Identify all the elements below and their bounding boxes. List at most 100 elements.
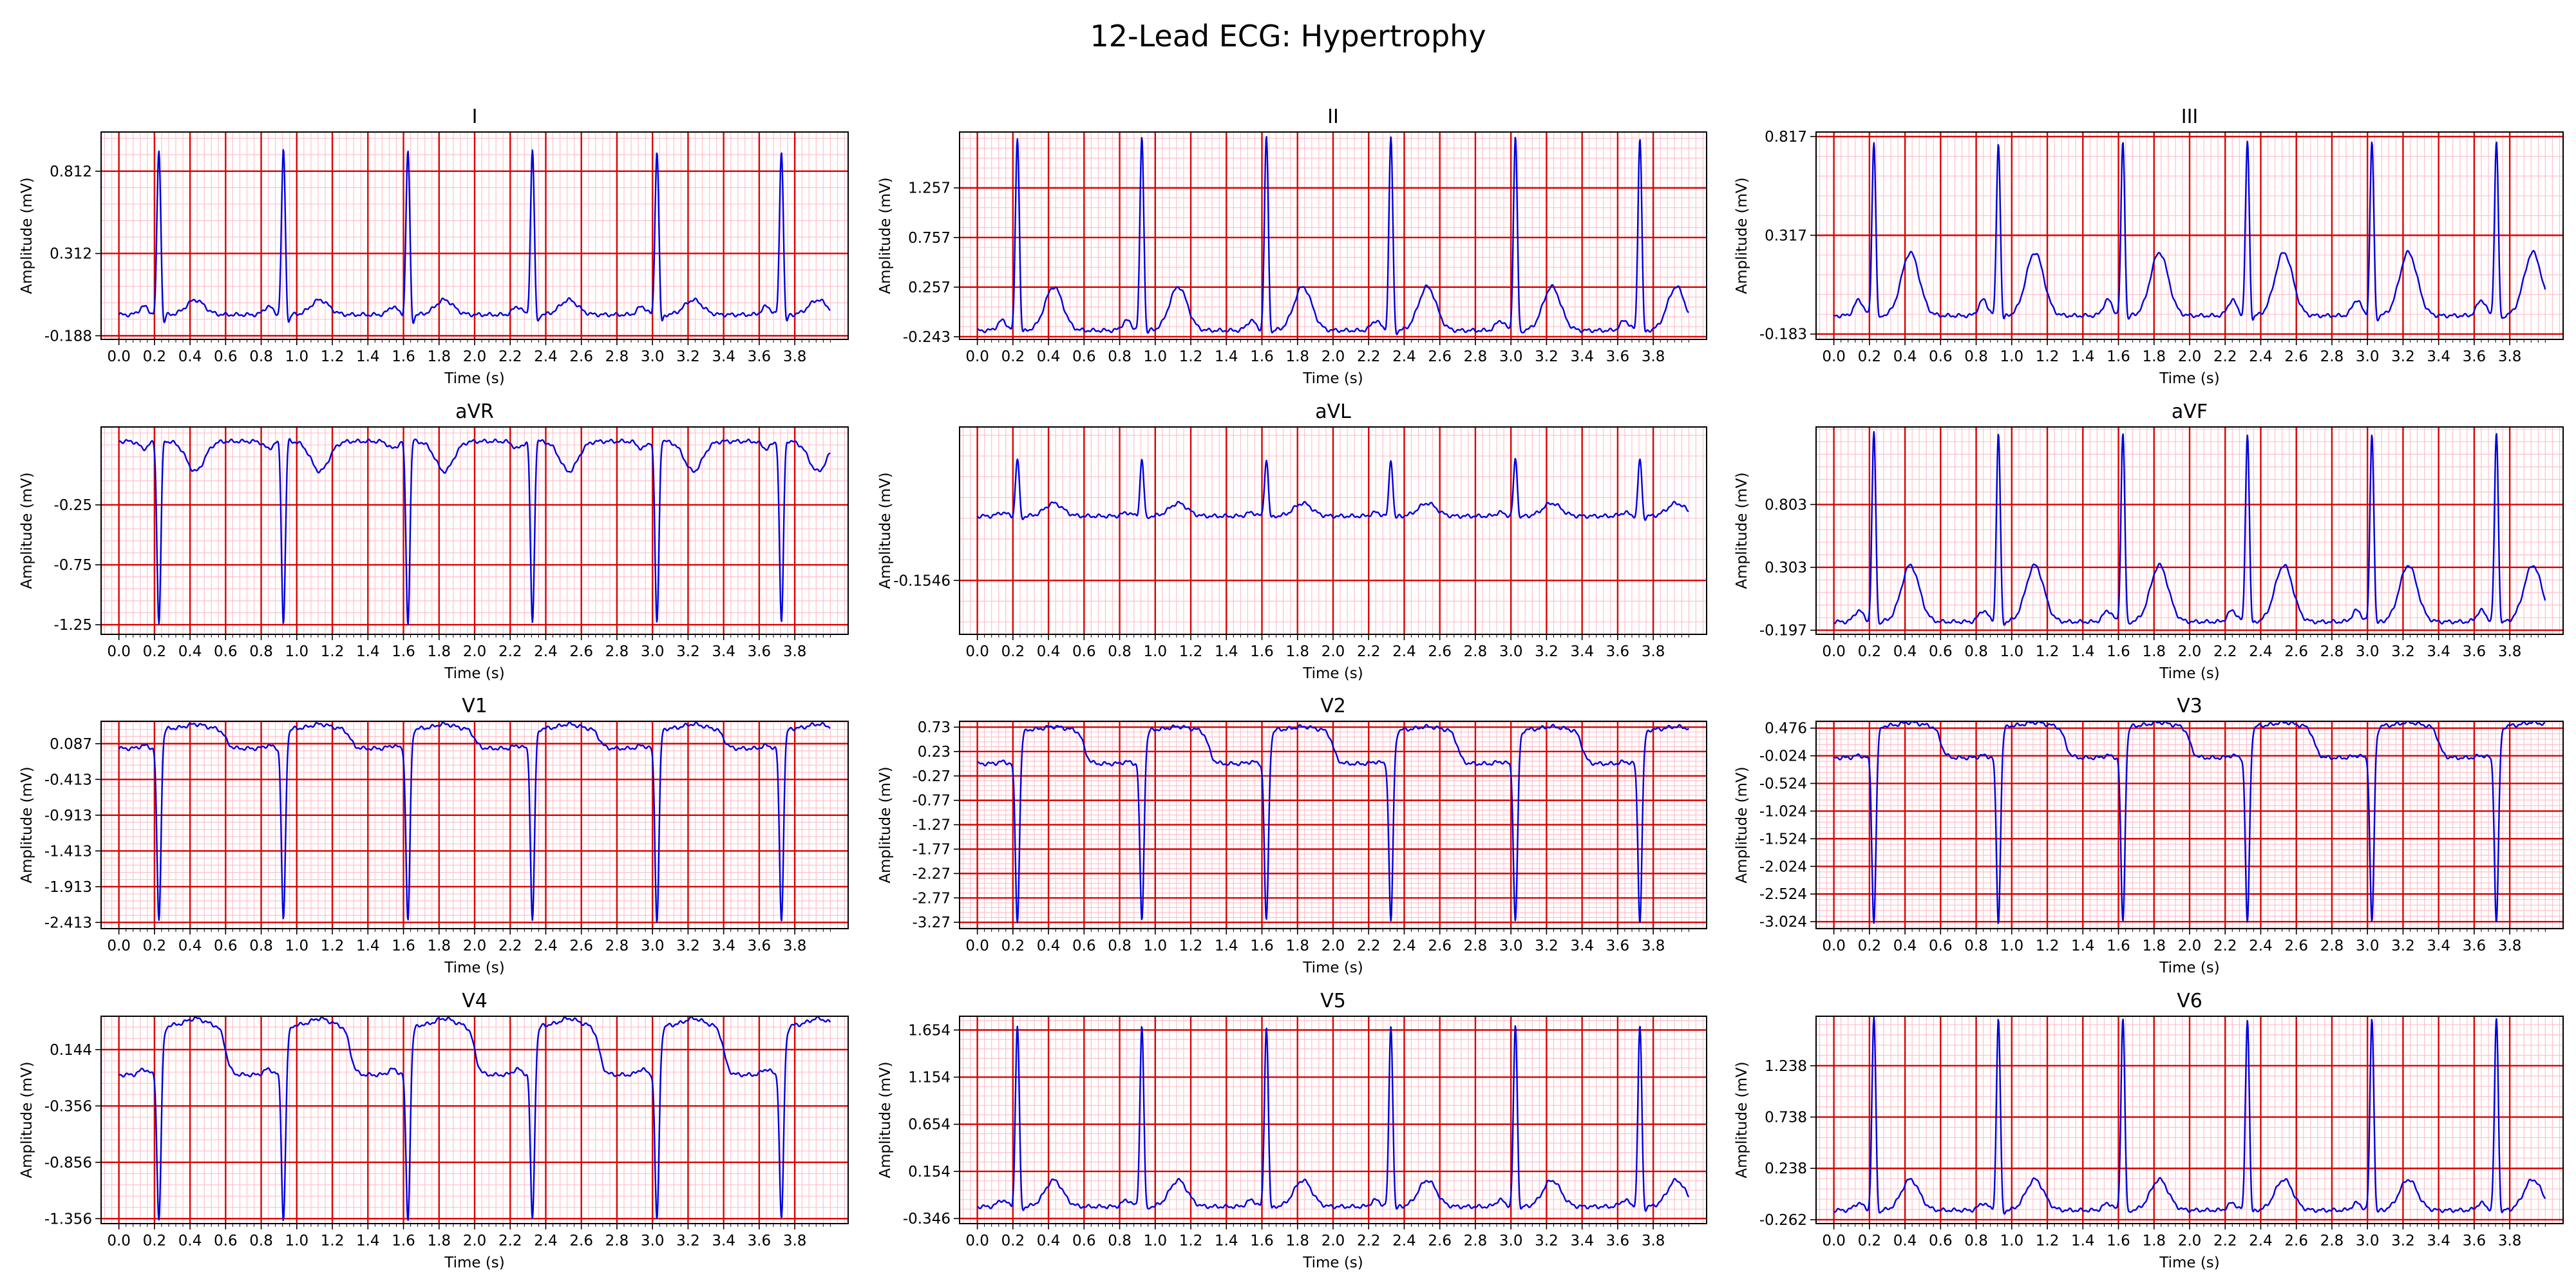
x-tick-label: 3.0 (1499, 643, 1523, 660)
y-tick-label: -0.77 (912, 793, 951, 810)
y-tick-label: -0.243 (903, 329, 951, 346)
y-axis-label: Amplitude (mV) (877, 766, 894, 883)
ecg-grid (101, 721, 848, 929)
x-axis-label: Time (s) (1302, 960, 1363, 976)
y-tick-label: -0.856 (44, 1155, 92, 1171)
x-tick-label: 2.0 (463, 643, 487, 660)
x-tick-label: 1.0 (2000, 938, 2024, 954)
x-tick-label: 0.4 (1893, 348, 1917, 365)
y-axis-label: Amplitude (mV) (1734, 177, 1750, 294)
x-tick-label: 1.0 (1144, 1233, 1168, 1249)
x-tick-label: 1.8 (1285, 938, 1309, 954)
x-tick-label: 2.6 (2284, 348, 2308, 365)
x-tick-label: 0.2 (1001, 643, 1025, 660)
y-tick-label: 1.654 (908, 1022, 951, 1039)
x-tick-label: 2.2 (1357, 348, 1381, 365)
x-tick-label: 1.8 (427, 643, 451, 660)
x-tick-label: 0.2 (1858, 643, 1882, 660)
x-tick-label: 0.0 (107, 348, 131, 365)
x-tick-label: 3.2 (1535, 938, 1558, 954)
x-tick-label: 1.8 (1285, 1233, 1309, 1249)
y-tick-label: -0.346 (903, 1211, 951, 1227)
x-tick-label: 2.8 (2320, 348, 2344, 365)
y-tick-label: -3.024 (1759, 914, 1807, 931)
x-tick-label: 2.4 (534, 643, 558, 660)
x-tick-label: 1.0 (285, 938, 309, 954)
x-tick-label: 0.0 (1822, 1233, 1846, 1249)
x-tick-label: 3.4 (712, 643, 735, 660)
x-tick-label: 2.0 (1321, 1233, 1345, 1249)
lead-title: V6 (2177, 990, 2202, 1012)
x-tick-label: 0.8 (1108, 348, 1132, 365)
y-tick-label: -0.27 (912, 768, 951, 785)
x-tick-label: 0.8 (1108, 643, 1132, 660)
y-tick-label: -1.77 (912, 842, 951, 858)
lead-title: V4 (462, 990, 488, 1012)
x-tick-label: 3.6 (1606, 643, 1630, 660)
x-tick-label: 0.6 (1929, 938, 1953, 954)
lead-panel: aVL 0.0 0.2 0.4 0.6 0.8 1.0 1.2 1.4 1.6 1.8 2.0 2.2 2… (877, 401, 1707, 682)
y-tick-label: 0.23 (918, 744, 951, 761)
x-tick-label: 1.0 (2000, 348, 2024, 365)
x-tick-label: 0.8 (249, 938, 273, 954)
x-tick-label: 3.0 (2356, 348, 2380, 365)
y-tick-label: -2.77 (912, 890, 951, 907)
x-tick-label: 1.8 (1285, 348, 1309, 365)
x-tick-label: 2.2 (2213, 348, 2237, 365)
x-tick-label: 2.6 (1428, 1233, 1452, 1249)
x-tick-label: 3.6 (1606, 348, 1630, 365)
x-tick-label: 0.0 (107, 643, 131, 660)
x-tick-label: 1.2 (2036, 1233, 2060, 1249)
x-tick-label: 0.4 (1893, 1233, 1917, 1249)
x-tick-label: 0.0 (1822, 938, 1846, 954)
ecg-grid (1816, 721, 2563, 929)
lead-panel: V6 0.0 0.2 0.4 0.6 0.8 1.0 1.2 1.4 1.6 1.8 2.0 2.2 2.… (1734, 990, 2564, 1271)
x-tick-label: 2.8 (605, 348, 629, 365)
y-tick-label: 0.812 (50, 164, 92, 180)
x-tick-label: 1.2 (1179, 938, 1203, 954)
y-tick-label: 0.317 (1765, 227, 1807, 244)
x-tick-label: 3.8 (783, 348, 807, 365)
y-tick-label: -2.024 (1759, 858, 1807, 875)
lead-panel: III 0.0 0.2 0.4 0.6 0.8 1.0 1.2 1.4 1.6 1.8 2.0 2.2 2… (1734, 106, 2564, 387)
x-tick-label: 3.0 (1499, 348, 1523, 365)
ecg-grid (960, 721, 1707, 929)
y-tick-label: -0.197 (1759, 623, 1807, 639)
x-tick-label: 2.2 (2213, 643, 2237, 660)
x-tick-label: 1.6 (392, 348, 415, 365)
x-tick-label: 3.2 (2391, 1233, 2415, 1249)
x-axis-label: Time (s) (444, 1255, 505, 1271)
x-tick-label: 1.0 (285, 1233, 309, 1249)
x-tick-label: 3.4 (1570, 643, 1594, 660)
y-axis-label: Amplitude (mV) (877, 177, 894, 294)
x-tick-label: 2.2 (1357, 643, 1381, 660)
y-tick-label: -1.27 (912, 817, 951, 834)
x-tick-label: 0.2 (1001, 938, 1025, 954)
x-tick-label: 1.6 (2107, 938, 2130, 954)
lead-panel: aVF 0.0 0.2 0.4 0.6 0.8 1.0 1.2 1.4 1.6 1.8 2.0 2.2 2… (1734, 401, 2564, 682)
x-axis-label: Time (s) (1302, 370, 1363, 387)
x-tick-label: 3.8 (783, 643, 807, 660)
ecg-trace-V2 (977, 723, 1690, 923)
x-tick-label: 2.2 (498, 938, 522, 954)
x-tick-label: 1.4 (1215, 1233, 1238, 1249)
x-tick-label: 1.4 (356, 643, 380, 660)
lead-panel: V2 0.0 0.2 0.4 0.6 0.8 1.0 1.2 1.4 1.6 1.8 2.0 2.2 2.… (877, 695, 1707, 976)
x-tick-label: 0.8 (249, 348, 273, 365)
x-tick-label: 2.4 (1392, 643, 1416, 660)
x-tick-label: 1.0 (2000, 1233, 2024, 1249)
x-tick-label: 1.6 (392, 938, 415, 954)
ecg-trace-V3 (1833, 721, 2546, 924)
x-tick-label: 2.4 (1392, 938, 1416, 954)
x-axis-label: Time (s) (2159, 1255, 2220, 1271)
x-tick-label: 1.8 (2142, 643, 2166, 660)
y-tick-label: -0.183 (1759, 327, 1807, 343)
x-tick-label: 2.8 (2320, 643, 2344, 660)
figure-title: 12-Lead ECG: Hypertrophy (1090, 19, 1486, 53)
x-tick-label: 1.6 (392, 643, 415, 660)
x-axis-label: Time (s) (1302, 665, 1363, 682)
y-tick-label: -0.024 (1759, 748, 1807, 765)
lead-title: I (472, 106, 478, 128)
lead-panel: I 0.0 0.2 0.4 0.6 0.8 1.0 1.2 1.4 1.6 1.8 2.0 2.2 2.4… (19, 106, 849, 387)
